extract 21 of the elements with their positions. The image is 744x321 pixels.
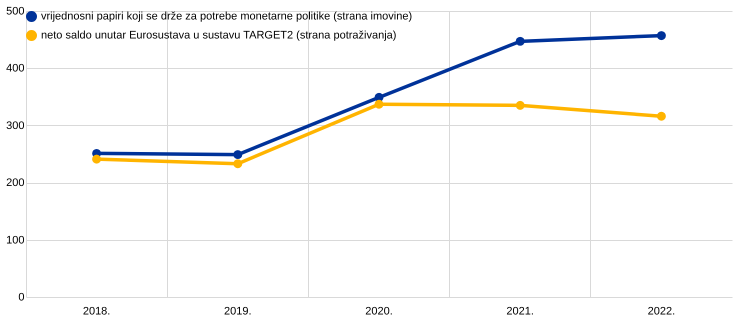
x-tick-label: 2021.	[506, 306, 534, 318]
x-tick-label: 2018.	[82, 306, 110, 318]
y-tick-label: 0	[18, 292, 24, 304]
y-tick-label: 400	[6, 62, 24, 75]
point	[374, 100, 384, 109]
point	[516, 36, 525, 46]
legend-label: neto saldo unutar Eurosustava u sustavu TARGET2 (strana potraživanja)	[41, 30, 396, 42]
y-tick-label: 200	[6, 177, 24, 190]
y-tick-label: 100	[6, 234, 24, 246]
point	[656, 112, 666, 121]
legend-label: vrijednosni papiri koji se drže za potrebe monetarne politike (strana imovine)	[41, 10, 412, 22]
point	[233, 150, 242, 160]
y-tick-label: 500	[6, 6, 24, 18]
x-tick-label: 2020.	[365, 306, 393, 318]
y-tick-label: 300	[6, 120, 24, 132]
x-tick-label: 2019.	[224, 306, 252, 318]
point	[92, 154, 102, 164]
point	[656, 31, 666, 40]
point	[516, 100, 525, 110]
point	[233, 159, 242, 168]
x-tick-label: 2022.	[648, 306, 676, 318]
